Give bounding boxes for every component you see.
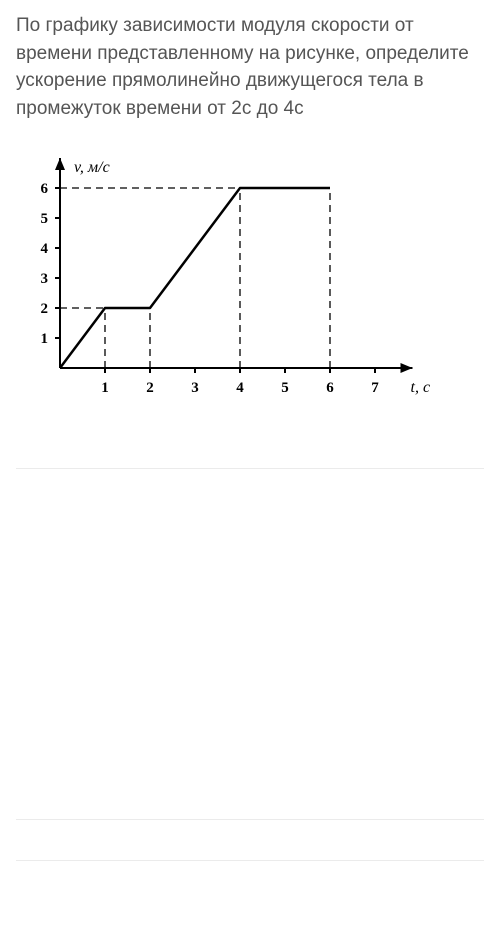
svg-text:5: 5 bbox=[281, 380, 289, 396]
divider-line bbox=[16, 468, 484, 469]
svg-text:3: 3 bbox=[41, 271, 49, 287]
svg-text:1: 1 bbox=[41, 331, 49, 347]
svg-text:2: 2 bbox=[146, 380, 154, 396]
divider-line bbox=[16, 860, 484, 861]
question-text: По графику зависимости модуля скорости о… bbox=[16, 12, 484, 122]
svg-text:7: 7 bbox=[371, 380, 379, 396]
svg-text:4: 4 bbox=[41, 241, 49, 257]
svg-text:5: 5 bbox=[41, 211, 49, 227]
svg-text:1: 1 bbox=[101, 380, 109, 396]
chart-svg: 1 2 3 4 5 6 1 2 3 4 5 6 7 v, м/с t, с bbox=[20, 138, 440, 438]
svg-text:6: 6 bbox=[326, 380, 334, 396]
svg-text:6: 6 bbox=[41, 181, 49, 197]
velocity-time-chart: 1 2 3 4 5 6 1 2 3 4 5 6 7 v, м/с t, с bbox=[20, 138, 440, 438]
svg-text:4: 4 bbox=[236, 380, 244, 396]
svg-text:t, с: t, с bbox=[411, 379, 431, 396]
divider-line bbox=[16, 819, 484, 820]
svg-text:v, м/с: v, м/с bbox=[74, 159, 110, 176]
svg-text:3: 3 bbox=[191, 380, 199, 396]
svg-text:2: 2 bbox=[41, 301, 49, 317]
